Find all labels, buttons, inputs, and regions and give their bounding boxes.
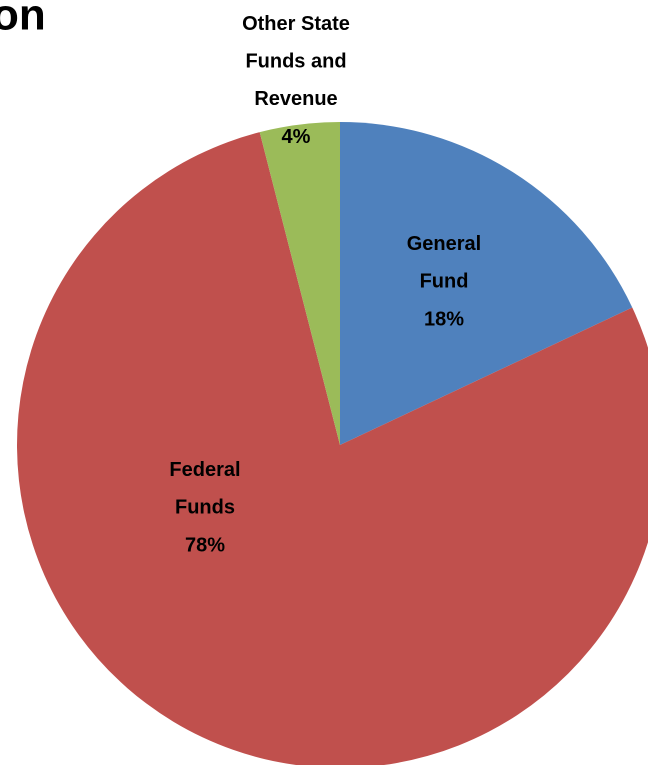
pie-slice [340, 122, 633, 445]
slice-label-line: Funds [175, 497, 235, 519]
value-label: 78% [185, 534, 225, 556]
slice-label-line: Revenue [254, 88, 337, 110]
slice-label-line: Other State [242, 13, 350, 35]
slice-label: Federal Funds [169, 459, 240, 519]
value-label: 18% [424, 308, 464, 330]
pie-slice [259, 122, 340, 445]
value-label: 4% [282, 126, 311, 148]
slice-label-line: Funds and [245, 51, 346, 73]
slice-label: General Fund [407, 233, 481, 293]
slice-label: Other State Funds and Revenue [242, 13, 350, 110]
slice-label-line: General [407, 233, 481, 255]
slice-label-line: Fund [420, 271, 469, 293]
slice-label-line: Federal [169, 459, 240, 481]
pie-slice [17, 132, 648, 765]
chart-title: on [0, 0, 46, 40]
